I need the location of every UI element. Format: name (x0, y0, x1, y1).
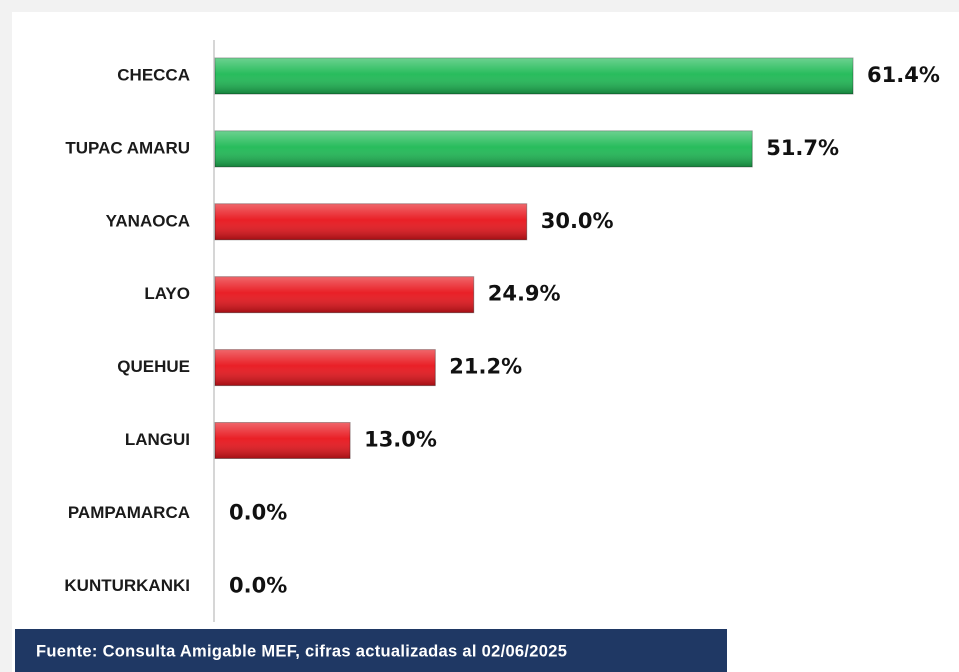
bar-shading (215, 130, 753, 167)
category-label: LANGUI (125, 430, 190, 449)
value-label: 13.0% (364, 428, 437, 452)
bar-shading (215, 203, 527, 240)
bar-shading (215, 58, 853, 94)
category-label: LAYO (144, 284, 190, 303)
value-label: 51.7% (766, 136, 839, 160)
category-label: TUPAC AMARU (65, 138, 190, 157)
category-label: QUEHUE (117, 357, 190, 376)
value-label: 0.0% (229, 500, 287, 524)
category-label: YANAOCA (106, 211, 190, 230)
value-label: 24.9% (488, 282, 561, 306)
value-label: 21.2% (449, 355, 522, 379)
value-label: 30.0% (541, 209, 614, 233)
value-label: 61.4% (867, 63, 940, 87)
bar-shading (215, 276, 474, 313)
category-label: CHECCA (117, 65, 190, 84)
category-label: PAMPAMARCA (68, 503, 190, 522)
plot-panel (12, 12, 959, 672)
bar-shading (215, 349, 436, 386)
value-label: 0.0% (229, 573, 287, 597)
source-box (15, 629, 727, 672)
category-label: KUNTURKANKI (64, 576, 190, 595)
source-note: Fuente: Consulta Amigable MEF, cifras ac… (36, 642, 567, 660)
bar-shading (215, 422, 351, 459)
